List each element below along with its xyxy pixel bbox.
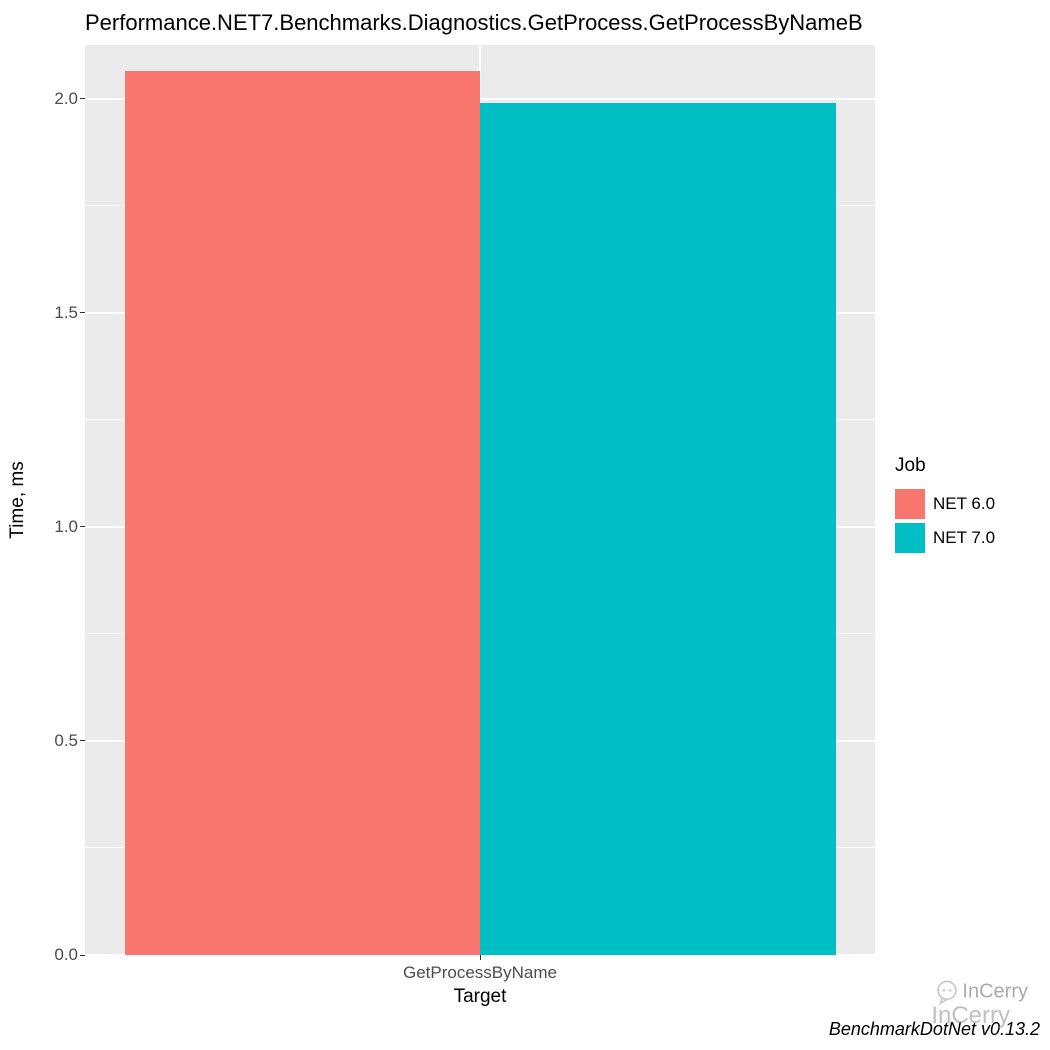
y-tick-mark [80, 526, 85, 527]
y-tick-label: 1.0 [54, 517, 78, 537]
y-tick-mark [80, 955, 85, 956]
y-axis-title: Time, ms [7, 461, 29, 538]
legend-title: Job [895, 455, 995, 477]
x-tick-mark [480, 955, 481, 960]
legend: Job NET 6.0 NET 7.0 [895, 455, 995, 557]
legend-label: NET 7.0 [933, 528, 995, 548]
x-axis-title: Target [454, 986, 507, 1008]
y-tick-label: 1.5 [54, 303, 78, 323]
y-tick-mark [80, 740, 85, 741]
plot-panel [85, 45, 875, 955]
x-tick-label: GetProcessByName [403, 963, 557, 983]
y-tick-mark [80, 98, 85, 99]
legend-swatch [895, 489, 925, 519]
bar [480, 103, 836, 955]
legend-swatch [895, 523, 925, 553]
y-tick-mark [80, 312, 85, 313]
y-tick-label: 0.0 [54, 945, 78, 965]
legend-label: NET 6.0 [933, 494, 995, 514]
y-tick-label: 2.0 [54, 89, 78, 109]
chart-title: Performance.NET7.Benchmarks.Diagnostics.… [85, 10, 863, 36]
bar [125, 71, 481, 955]
watermark-text-1: InCerry [962, 980, 1028, 1002]
legend-item: NET 7.0 [895, 523, 995, 553]
legend-item: NET 6.0 [895, 489, 995, 519]
watermark-line-2: InCerry [931, 1002, 1010, 1030]
y-tick-label: 0.5 [54, 731, 78, 751]
